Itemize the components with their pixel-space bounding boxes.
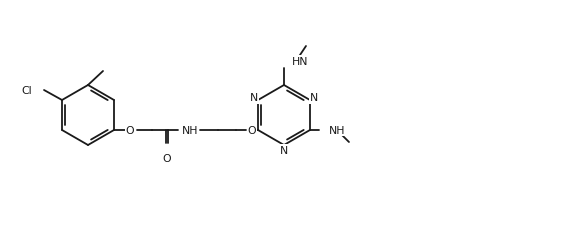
- Text: Cl: Cl: [21, 86, 32, 96]
- Text: NH: NH: [329, 125, 345, 135]
- Text: N: N: [310, 93, 319, 103]
- Text: NH: NH: [182, 125, 198, 135]
- Text: HN: HN: [292, 57, 308, 67]
- Text: O: O: [248, 125, 256, 135]
- Text: N: N: [249, 93, 258, 103]
- Text: O: O: [126, 125, 134, 135]
- Text: O: O: [162, 153, 171, 163]
- Text: N: N: [280, 145, 288, 155]
